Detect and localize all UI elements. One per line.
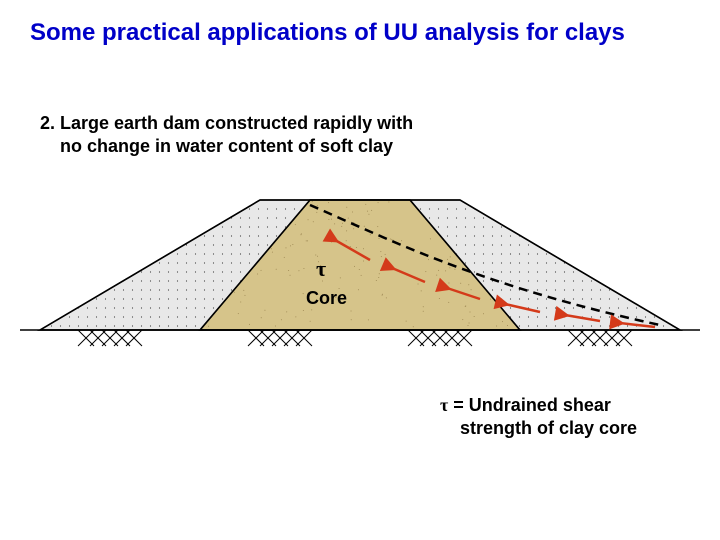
subtitle: 2. Large earth dam constructed rapidly w… [40, 112, 540, 159]
dam-svg [20, 190, 700, 370]
subtitle-text: 2. Large earth dam constructed rapidly w… [40, 113, 413, 156]
core-label: Core [306, 288, 347, 309]
tau-text: τ [316, 256, 326, 281]
tau-label: τ [316, 256, 326, 282]
title-text: Some practical applications of UU analys… [30, 19, 625, 46]
legend-line2: strength of clay core [460, 418, 637, 438]
legend: τ = Undrained shear strength of clay cor… [440, 394, 637, 441]
page-title: Some practical applications of UU analys… [30, 18, 670, 48]
core-text: Core [306, 288, 347, 308]
dam-diagram [20, 190, 700, 370]
legend-line1: = Undrained shear [448, 395, 611, 415]
